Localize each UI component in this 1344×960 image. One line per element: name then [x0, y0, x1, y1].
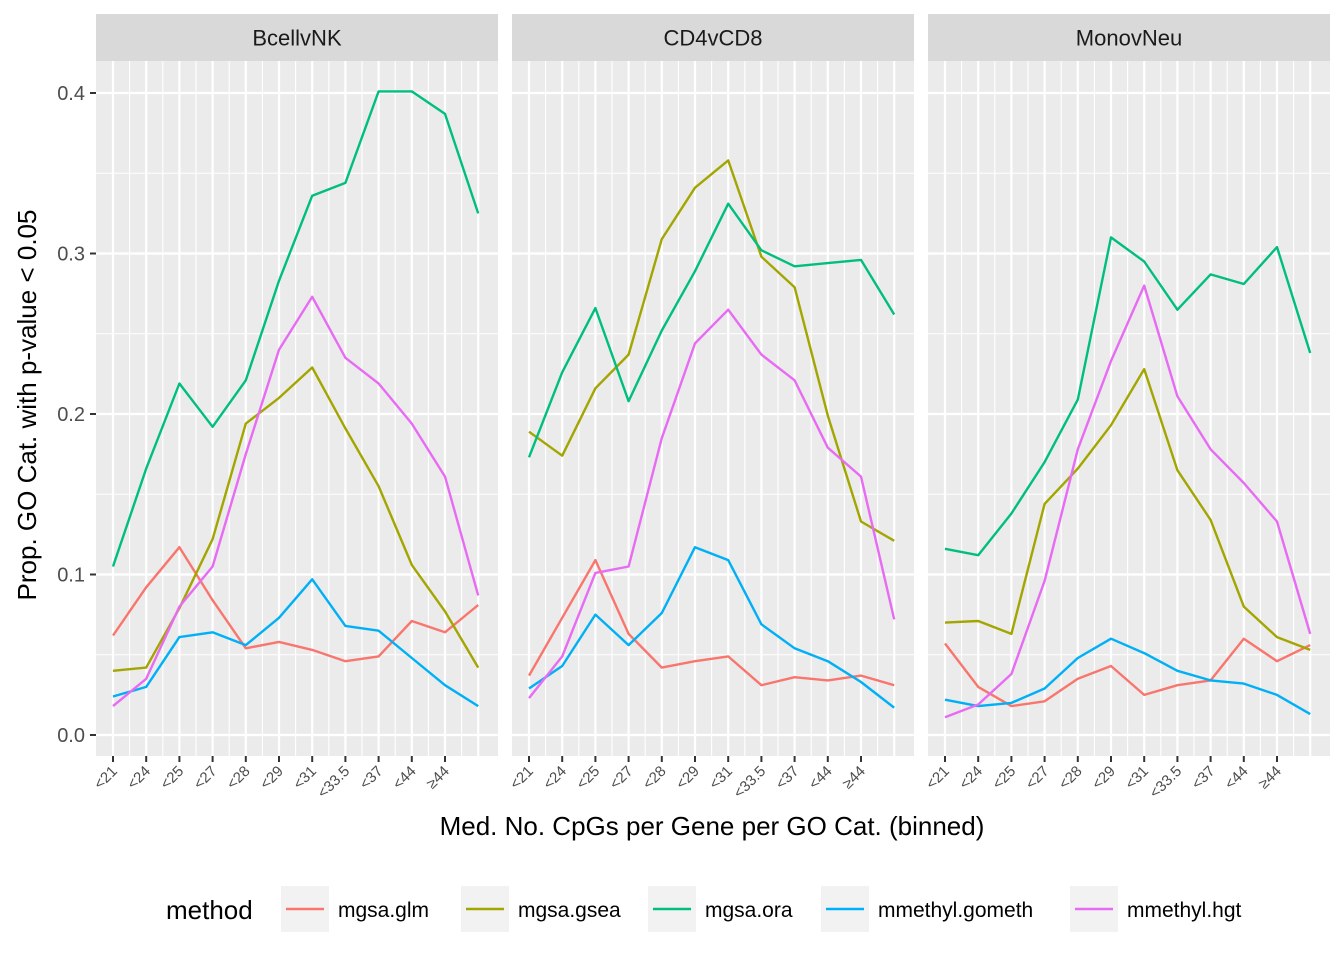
series-line-mgsa-ora	[944, 236, 1312, 557]
series-line-mgsa-ora	[527, 202, 896, 458]
series-line-mmethyl-gometh	[528, 546, 895, 709]
x-tick-label: <27	[190, 763, 220, 793]
x-tick-label: <33.5	[730, 763, 769, 802]
x-tick-label: <44	[806, 763, 836, 793]
x-tick-label: <29	[1089, 763, 1119, 793]
x-tick-label: <28	[640, 763, 670, 793]
x-tick-label: <44	[390, 763, 420, 793]
facet-strip-label: MonovNeu	[1076, 26, 1182, 51]
x-tick-label: <25	[157, 763, 187, 793]
x-tick-label: ≥44	[423, 763, 453, 793]
y-tick-label: 0.2	[57, 404, 85, 426]
x-tick-label: <28	[1056, 763, 1086, 793]
legend-label: mgsa.glm	[338, 899, 429, 922]
legend-label: mmethyl.gometh	[878, 899, 1033, 922]
panels-layer: BcellvNK<21 <24 <25 <27 <28 <29 <31<33.5 <37 <44…	[91, 14, 1330, 802]
x-tick-label: <25	[573, 763, 603, 793]
x-tick-label: ≥44	[839, 763, 869, 793]
panel-MonovNeu: MonovNeu<21 <24 <25 <27 <28 <29 <31<33.5 <37 <44…	[923, 14, 1330, 802]
x-tick-label: <24	[540, 763, 570, 793]
x-tick-label: <37	[772, 763, 802, 793]
x-axis-title: Med. No. CpGs per Gene per GO Cat. (binn…	[440, 811, 985, 841]
x-tick-label: <28	[224, 763, 254, 793]
panel-background	[928, 61, 1330, 756]
legend-label: mgsa.ora	[705, 899, 793, 922]
series-line-mmethyl-hgt	[944, 284, 1312, 719]
y-axis: 0.0 0.1 0.2 0.3 0.4	[57, 83, 96, 747]
x-tick-label: <21	[91, 763, 121, 793]
legend: method mgsa.glm mgsa.gsea mgsa.ora mmethyl.…	[166, 886, 1242, 932]
x-tick-label: <24	[124, 763, 154, 793]
facet-strip-label: BcellvNK	[252, 26, 342, 51]
x-tick-label: ≥44	[1255, 763, 1285, 793]
x-tick-label: <29	[673, 763, 703, 793]
series-line-mmethyl-gometh	[112, 578, 479, 708]
legend-label: mmethyl.hgt	[1127, 899, 1242, 922]
y-tick-label: 0.3	[57, 244, 85, 266]
series-line-mgsa-gsea	[528, 159, 895, 542]
y-axis-title: Prop. GO Cat. with p-value < 0.05	[12, 210, 42, 601]
series-line-mgsa-gsea	[944, 367, 1311, 652]
panel-BcellvNK: BcellvNK<21 <24 <25 <27 <28 <29 <31<33.5 <37 <44…	[91, 14, 498, 802]
y-tick-label: 0.4	[57, 83, 85, 105]
x-tick-label: <24	[956, 763, 986, 793]
series-line-mmethyl-hgt	[528, 308, 896, 699]
x-tick-label: <27	[606, 763, 636, 793]
series-line-mmethyl-gometh	[944, 637, 1311, 716]
x-tick-label: <33.5	[314, 763, 353, 802]
series-line-mgsa-glm	[527, 558, 895, 687]
x-tick-label: <33.5	[1146, 763, 1185, 802]
x-tick-label: <27	[1022, 763, 1052, 793]
y-tick-label: 0.0	[57, 725, 85, 747]
x-tick-label: <29	[257, 763, 287, 793]
series-line-mmethyl-hgt	[112, 295, 480, 708]
facet-strip	[96, 14, 498, 61]
x-tick-label: <44	[1222, 763, 1252, 793]
y-tick-label: 0.1	[57, 565, 85, 587]
legend-title: method	[166, 895, 253, 925]
facet-strip-label: CD4vCD8	[663, 26, 762, 51]
series-line-mgsa-glm	[112, 546, 479, 663]
x-tick-label: <21	[507, 763, 537, 793]
facet-strip	[928, 14, 1330, 61]
x-tick-label: <25	[989, 763, 1019, 793]
legend-label: mgsa.gsea	[518, 899, 621, 922]
series-line-mgsa-ora	[111, 90, 480, 567]
x-tick-label: <21	[923, 763, 953, 793]
facet-strip	[512, 14, 914, 61]
x-tick-label: <37	[356, 763, 386, 793]
x-tick-label: <37	[1188, 763, 1218, 793]
panel-CD4vCD8: CD4vCD8<21 <24 <25 <27 <28 <29 <31<33.5 <37 <44 ≥…	[507, 14, 914, 802]
